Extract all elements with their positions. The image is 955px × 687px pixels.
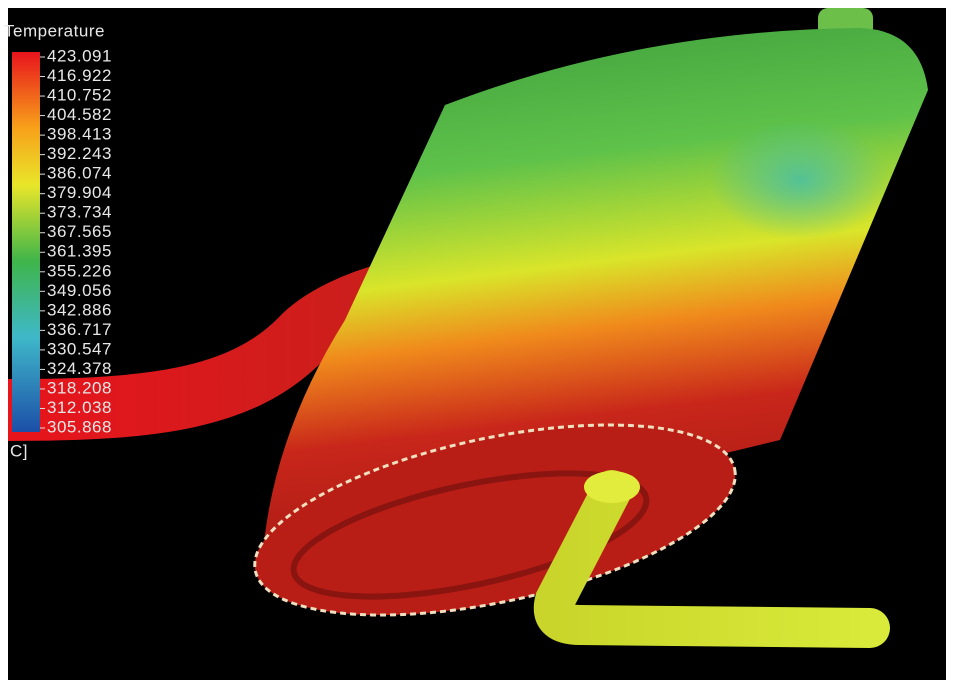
legend-label: 330.547 [47, 339, 112, 358]
simulation-view: Temperature C] 423.091416.922410.752404.… [0, 0, 955, 687]
legend-label: 392.243 [47, 144, 112, 163]
legend-label: 305.868 [47, 417, 112, 436]
legend-label: 324.378 [47, 359, 112, 378]
legend-label: 336.717 [47, 320, 112, 339]
legend-label: 410.752 [47, 86, 112, 105]
legend-label: 342.886 [47, 300, 112, 319]
legend-label: 379.904 [47, 183, 112, 202]
legend-label: 423.091 [47, 46, 112, 65]
legend-label: 373.734 [47, 203, 112, 222]
legend-label: 355.226 [47, 261, 112, 280]
legend-label: 416.922 [47, 66, 112, 85]
legend-label: 349.056 [47, 281, 112, 300]
legend-label: 361.395 [47, 242, 112, 261]
legend-label: 404.582 [47, 105, 112, 124]
legend-label: 398.413 [47, 125, 112, 144]
page: Temperature C] 423.091416.922410.752404.… [0, 0, 955, 687]
legend-label: 386.074 [47, 164, 112, 183]
legend-label: 367.565 [47, 222, 112, 241]
color-bar [12, 52, 40, 432]
legend-unit: C] [10, 441, 28, 460]
legend-title: Temperature [4, 21, 105, 40]
legend-label: 312.038 [47, 398, 112, 417]
outlet-opening [584, 471, 640, 503]
legend-label: 318.208 [47, 378, 112, 397]
cool-zone [710, 120, 890, 240]
